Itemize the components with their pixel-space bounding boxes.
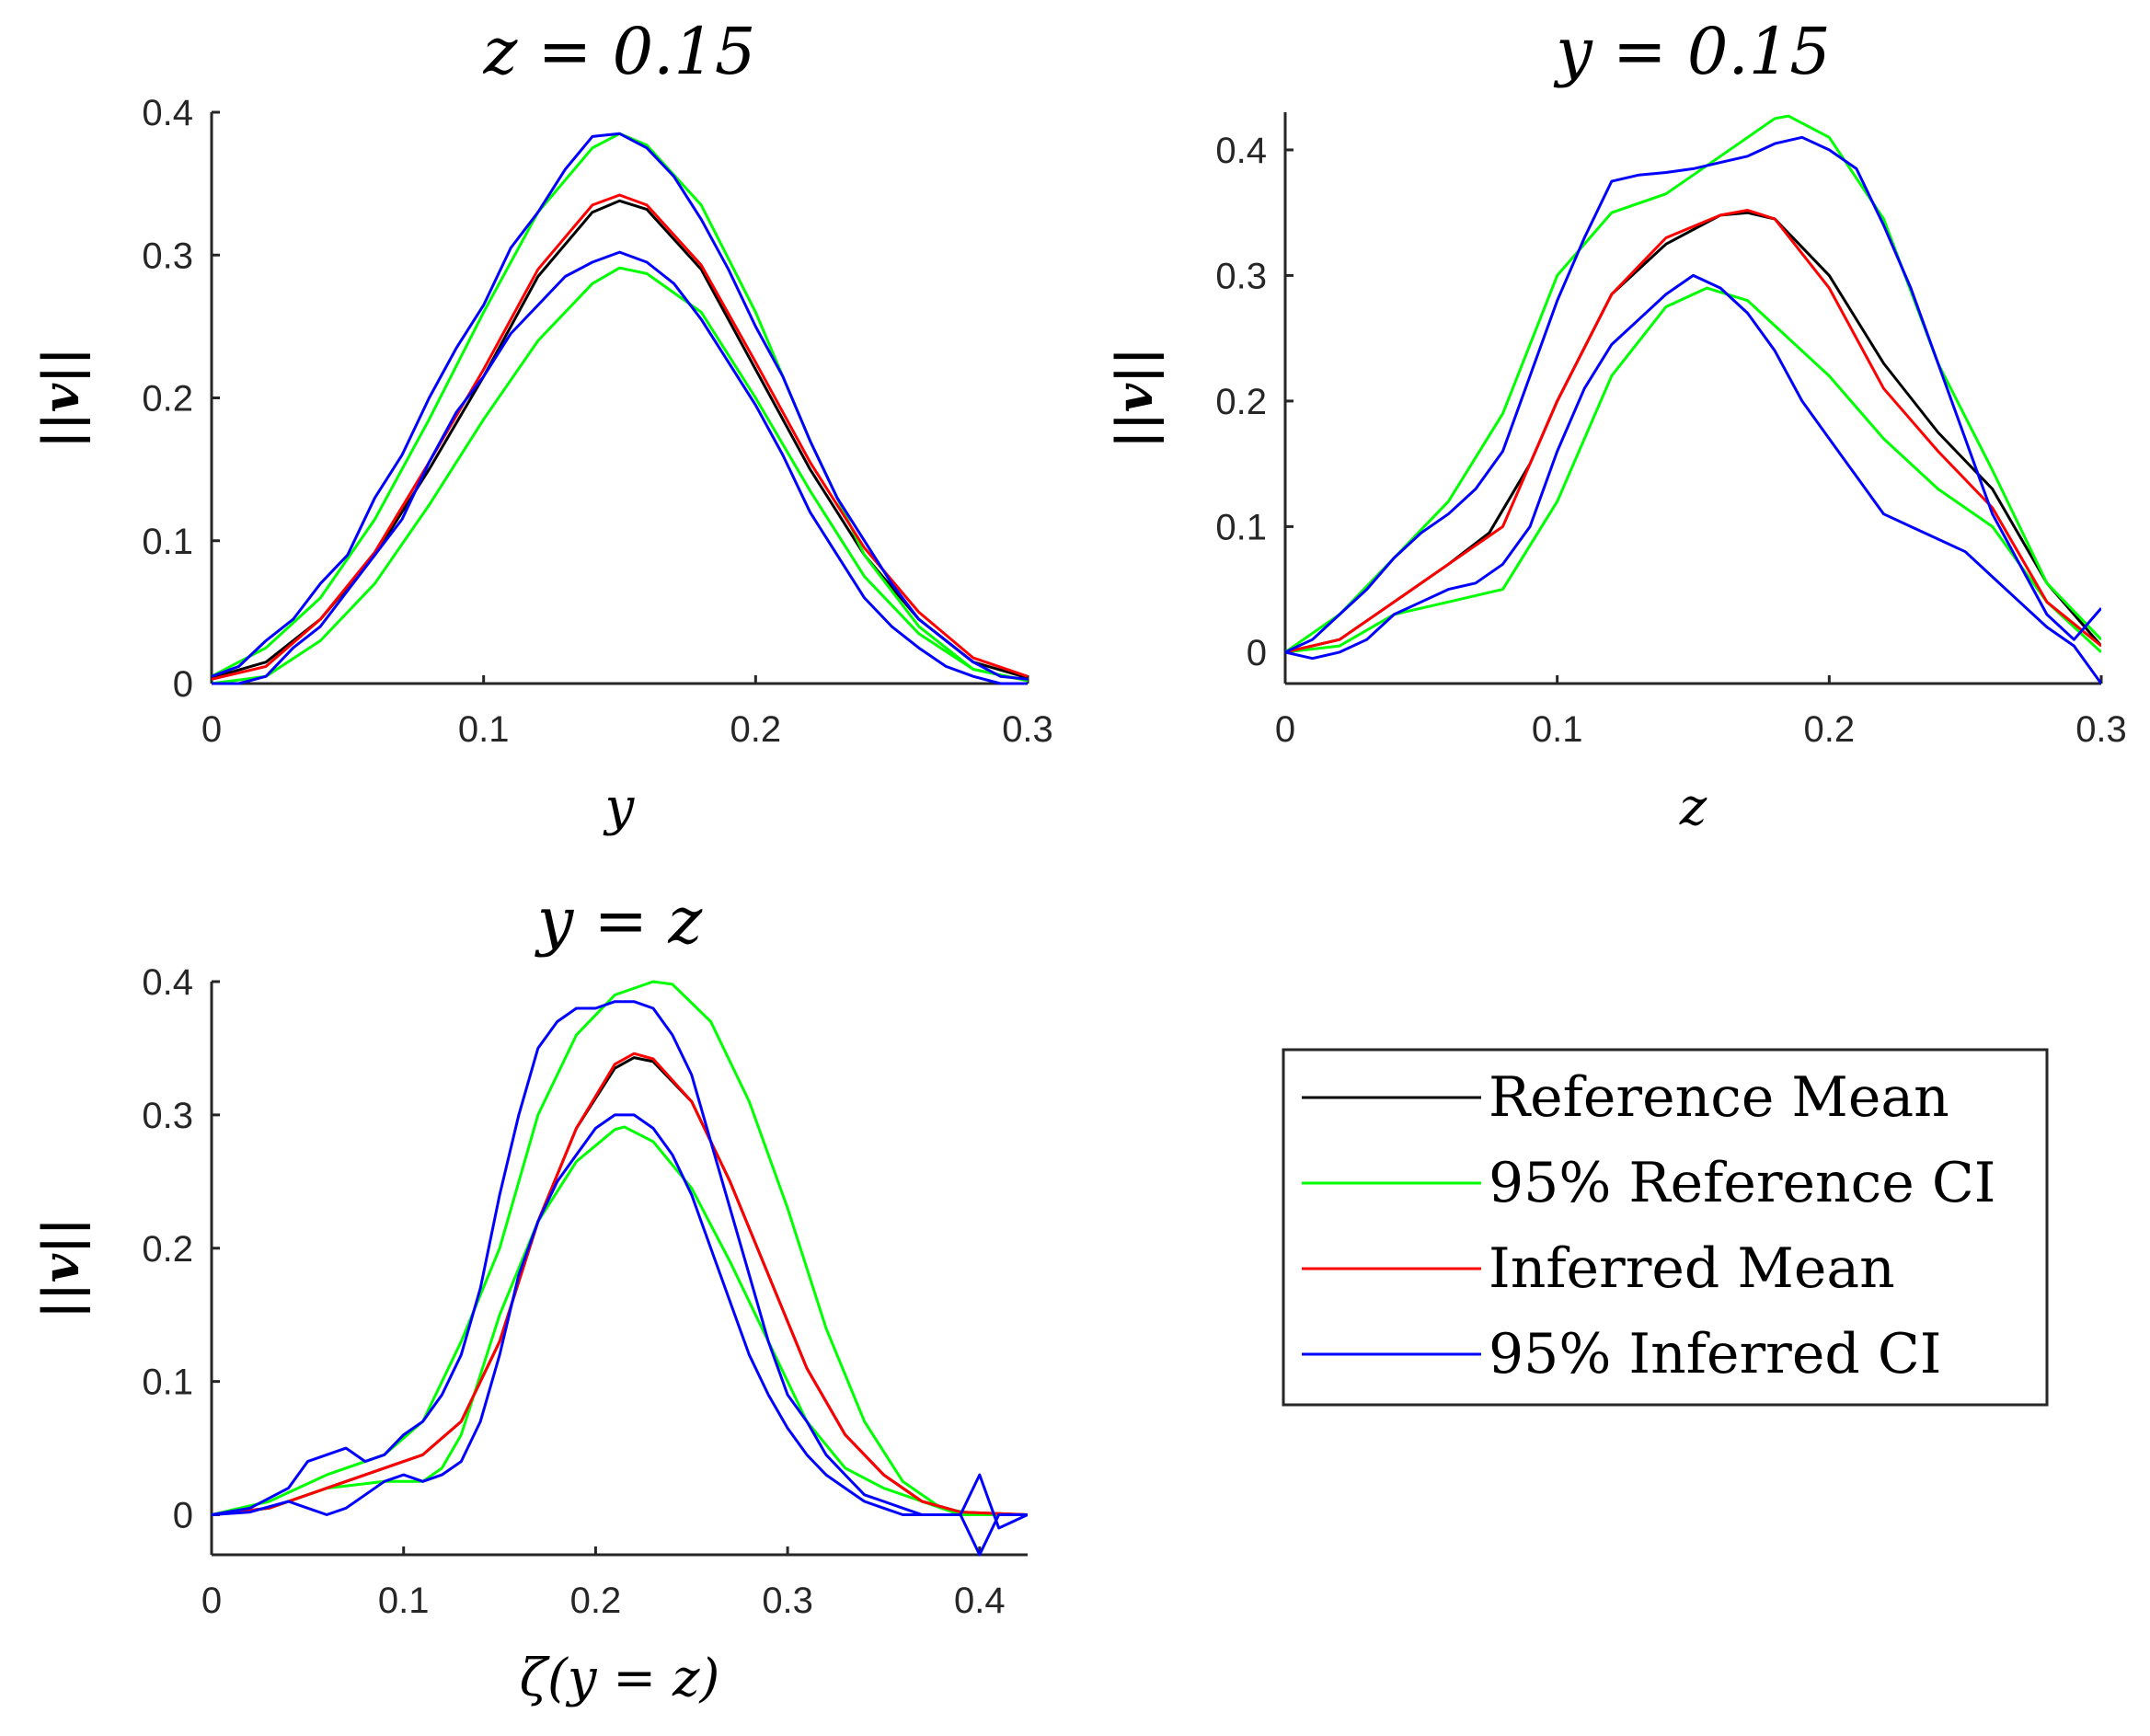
x-tick-label: 0.2 xyxy=(730,709,782,750)
series-95-reference-ci-lower xyxy=(212,266,1028,685)
legend-label-inferred-ci: 95% Inferred CI xyxy=(1489,1322,1941,1386)
y-tick-label: 0 xyxy=(1247,633,1267,673)
x-tick-label: 0.3 xyxy=(762,1581,813,1621)
series-group xyxy=(1285,114,2101,684)
plot-y-0-15: 0 0.1 0.2 0.3 0 0.1 0.2 0.3 0.4 y = 0.15 z ||v|| xyxy=(1105,14,2127,837)
y-tick-label: 0.4 xyxy=(142,93,193,133)
legend-label-reference-ci: 95% Reference CI xyxy=(1489,1151,1995,1215)
x-tick-label: 0 xyxy=(1275,709,1295,750)
series-inferred-mean xyxy=(212,1052,1028,1516)
x-tick-label: 0 xyxy=(201,1581,222,1621)
series-95-inferred-ci-upper xyxy=(1285,135,2101,654)
y-axis-label: ||v|| xyxy=(31,348,91,449)
chart-title: y = 0.15 xyxy=(1553,14,1831,89)
x-axis-label: ζ(y = z) xyxy=(520,1649,720,1708)
x-axis-label: y xyxy=(603,777,636,837)
x-tick-label: 0 xyxy=(201,709,222,750)
x-tick-label: 0.4 xyxy=(954,1581,1006,1621)
legend-entry: 95% Inferred CI xyxy=(1302,1322,1941,1386)
x-tick-label: 0.1 xyxy=(378,1581,430,1621)
plot-y-equals-z: 0 0.1 0.2 0.3 0.4 0 0.1 0.2 0.3 0.4 y = z ζ(y = z) |… xyxy=(31,883,1028,1708)
chart-title: z = 0.15 xyxy=(483,14,756,89)
y-tick-label: 0.1 xyxy=(1215,507,1267,547)
y-tick-label: 0.3 xyxy=(142,1096,193,1136)
x-tick-label: 0.1 xyxy=(458,709,510,750)
y-tick-label: 0 xyxy=(173,664,193,705)
series-reference-mean xyxy=(1285,211,2101,654)
y-axis-label: ||v|| xyxy=(31,1218,91,1319)
y-tick-label: 0.2 xyxy=(142,379,193,420)
series-inferred-mean xyxy=(1285,209,2101,654)
series-95-inferred-ci-lower xyxy=(1285,273,2101,684)
legend-label-inferred-mean: Inferred Mean xyxy=(1489,1236,1895,1301)
series-95-reference-ci-lower xyxy=(212,1125,1028,1516)
y-tick-label: 0.4 xyxy=(142,962,193,1003)
x-tick-label: 0.2 xyxy=(1804,709,1856,750)
x-tick-label: 0.1 xyxy=(1532,709,1583,750)
y-tick-label: 0.4 xyxy=(1215,131,1267,171)
y-tick-label: 0.3 xyxy=(142,236,193,276)
y-tick-label: 0.2 xyxy=(1215,382,1267,422)
legend: Reference Mean 95% Reference CI Inferred… xyxy=(1282,1048,2049,1407)
series-group xyxy=(212,980,1028,1557)
series-95-inferred-ci-lower xyxy=(212,1113,1028,1557)
x-tick-label: 0.3 xyxy=(1002,709,1053,750)
series-95-inferred-ci-lower xyxy=(212,250,1028,685)
legend-entry: 95% Reference CI xyxy=(1302,1151,1995,1215)
series-95-reference-ci-upper xyxy=(212,980,1028,1516)
legend-box xyxy=(1282,1048,2049,1407)
series-95-reference-ci-upper xyxy=(212,132,1028,683)
legend-label-reference-mean: Reference Mean xyxy=(1489,1065,1949,1130)
x-tick-label: 0.2 xyxy=(570,1581,622,1621)
y-tick-label: 0.1 xyxy=(142,1362,193,1403)
y-axis-label: ||v|| xyxy=(1105,348,1165,449)
y-tick-label: 0.3 xyxy=(1215,256,1267,296)
series-95-reference-ci-upper xyxy=(1285,114,2101,654)
series-95-inferred-ci-upper xyxy=(212,132,1028,681)
y-tick-label: 0 xyxy=(173,1496,193,1536)
y-tick-label: 0.2 xyxy=(142,1229,193,1270)
chart-title: y = z xyxy=(535,883,704,959)
x-tick-label: 0.3 xyxy=(2075,709,2127,750)
y-tick-label: 0.1 xyxy=(142,522,193,562)
legend-entry: Inferred Mean xyxy=(1302,1236,1895,1301)
series-group xyxy=(212,132,1028,685)
legend-entry: Reference Mean xyxy=(1302,1065,1949,1130)
series-95-reference-ci-lower xyxy=(1285,286,2101,654)
series-reference-mean xyxy=(212,1056,1028,1516)
series-95-inferred-ci-upper xyxy=(212,1000,1028,1530)
plot-z-0-15: 0 0.1 0.2 0.3 0 0.1 0.2 0.3 0.4 z = 0.15 y ||v|| xyxy=(31,14,1053,837)
x-axis-label: z xyxy=(1679,777,1707,837)
